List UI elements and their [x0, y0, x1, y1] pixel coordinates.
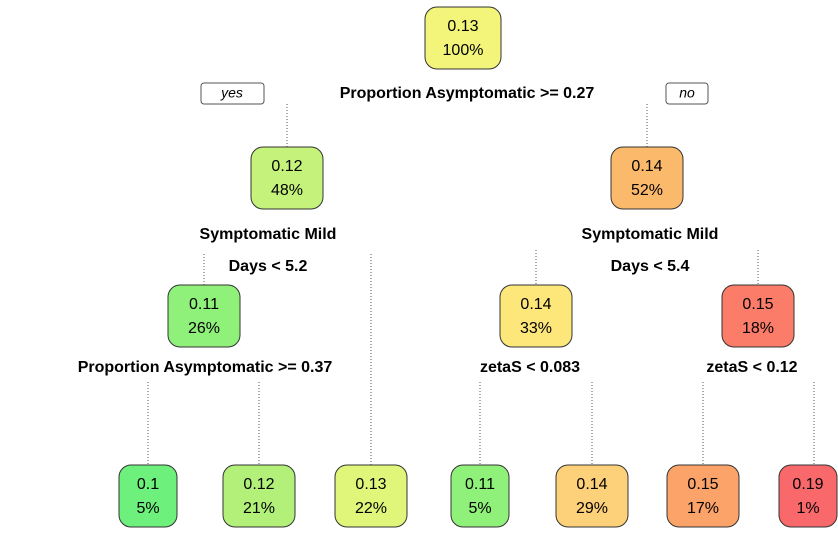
split-label: Days < 5.4	[611, 258, 690, 275]
node-value: 0.19	[792, 476, 823, 493]
node-percent: 29%	[576, 500, 608, 517]
node-value: 0.14	[576, 476, 607, 493]
node-box	[118, 464, 178, 528]
node-box	[250, 146, 324, 210]
node-value: 0.13	[447, 18, 478, 35]
node-value: 0.15	[742, 296, 773, 313]
node-percent: 5%	[136, 500, 159, 517]
node-box	[167, 284, 241, 348]
node-value: 0.11	[189, 296, 219, 313]
node-percent: 17%	[687, 500, 719, 517]
node-box	[499, 284, 573, 348]
node-percent: 100%	[443, 42, 484, 59]
split-label: zetaS < 0.12	[706, 359, 797, 376]
split-label: Days < 5.2	[229, 258, 308, 275]
connector	[147, 382, 815, 465]
split-label: Symptomatic Mild	[200, 226, 337, 243]
node-box	[450, 464, 510, 528]
node-box	[778, 464, 838, 528]
yes-box	[200, 82, 265, 105]
node-percent: 1%	[796, 500, 819, 517]
split-label: Symptomatic Mild	[582, 226, 719, 243]
node-value: 0.12	[243, 476, 274, 493]
no-box	[665, 82, 709, 105]
node-box	[424, 6, 502, 70]
no-label: no	[679, 85, 695, 101]
split-label: zetaS < 0.083	[480, 359, 580, 376]
node-percent: 52%	[631, 182, 663, 199]
node-percent: 48%	[271, 182, 303, 199]
connector	[286, 104, 648, 147]
node-box	[610, 146, 684, 210]
node-box	[666, 464, 740, 528]
node-percent: 22%	[355, 500, 387, 517]
node-percent: 21%	[243, 500, 275, 517]
node-value: 0.14	[520, 296, 551, 313]
node-box	[721, 284, 795, 348]
node-box	[555, 464, 629, 528]
node-value: 0.1	[137, 476, 159, 493]
node-value: 0.13	[355, 476, 386, 493]
yes-label: yes	[220, 85, 243, 101]
node-value: 0.14	[631, 158, 662, 175]
node-box	[222, 464, 296, 528]
split-label: Proportion Asymptomatic >= 0.27	[340, 85, 595, 102]
connectors	[147, 104, 815, 465]
node-percent: 33%	[520, 320, 552, 337]
node-percent: 18%	[742, 320, 774, 337]
node-value: 0.12	[271, 158, 302, 175]
node-value: 0.11	[465, 476, 495, 493]
node-percent: 26%	[188, 320, 220, 337]
node-value: 0.15	[687, 476, 718, 493]
split-label: Proportion Asymptomatic >= 0.37	[78, 359, 333, 376]
connector	[535, 250, 759, 286]
node-percent: 5%	[468, 500, 491, 517]
connector	[203, 254, 372, 465]
node-box	[334, 464, 408, 528]
